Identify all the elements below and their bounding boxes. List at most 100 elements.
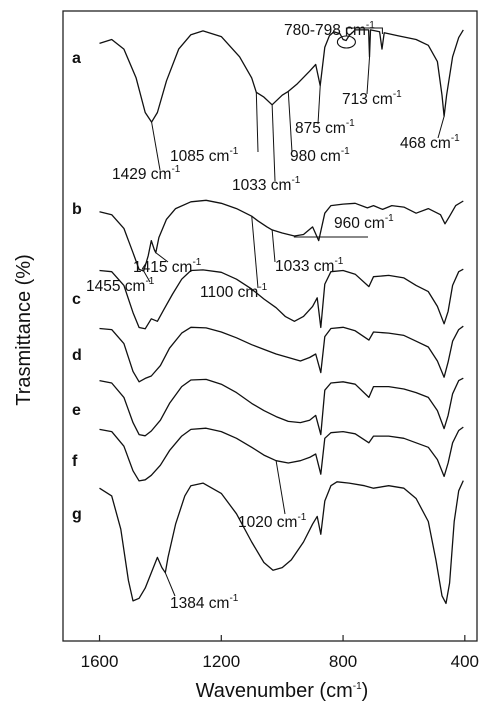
annotation-label-sup: -1 <box>393 89 402 100</box>
annotation-label-main: 1384 cm <box>170 595 229 612</box>
annotation-leader <box>251 216 259 289</box>
annotation-label-sup: -1 <box>229 146 238 157</box>
annotation-leader <box>271 104 276 182</box>
trace-label-b: b <box>72 201 82 218</box>
trace-label-d: d <box>72 347 82 364</box>
annotation-leader <box>293 236 368 238</box>
trace-f <box>99 426 464 482</box>
annotation-label-sup: -1 <box>334 256 343 267</box>
annotation-label-main: 713 cm <box>342 91 393 108</box>
annotation-a-7: 468 cm-1 <box>400 116 460 152</box>
annotation-b-11: 1033 cm-1 <box>271 229 344 275</box>
x-axis-ticks: 1600 1200 800 400 <box>81 635 479 671</box>
x-tick-label-1600: 1600 <box>81 652 119 671</box>
annotation-leader <box>151 121 161 171</box>
annotation-label: 468 cm-1 <box>400 133 460 152</box>
trace-a <box>99 29 464 123</box>
annotation-label: 1020 cm-1 <box>238 512 307 531</box>
trace-label-e: e <box>72 402 81 419</box>
y-axis-title: Trasmittance (%) <box>13 254 35 406</box>
annotation-label: 875 cm-1 <box>295 118 355 137</box>
annotation-leader <box>164 572 176 597</box>
x-tick-label-1200: 1200 <box>202 652 240 671</box>
annotation-label: 1384 cm-1 <box>170 593 239 612</box>
annotation-label: 1415 cm-1 <box>133 257 202 276</box>
annotation-label: 1033 cm-1 <box>232 175 301 194</box>
annotation-leader <box>271 229 276 263</box>
annotation-label-main: 1455 cm <box>86 278 145 295</box>
annotation-leader <box>275 460 286 515</box>
trace-e <box>99 377 464 437</box>
annotation-b-12: 960 cm-1 <box>293 213 394 238</box>
annotation-b-8: 1455 cm-1 <box>86 270 155 295</box>
annotation-label-sup: -1 <box>385 213 394 224</box>
annotation-label-main: 1033 cm <box>275 258 334 275</box>
annotation-label-sup: -1 <box>451 133 460 144</box>
x-tick-label-400: 400 <box>451 652 479 671</box>
annotation-a-0: 1429 cm-1 <box>112 121 181 183</box>
annotation-leader <box>366 56 371 95</box>
trace-label-c: c <box>72 291 81 308</box>
annotation-label-sup: -1 <box>145 276 154 287</box>
x-axis-title-main: Wavenumber (cm <box>196 680 353 702</box>
trace-label-g: g <box>72 506 82 523</box>
annotation-label-main: 1429 cm <box>112 166 171 183</box>
annotation-b-9: 1415 cm-1 <box>133 252 202 276</box>
annotation-leader <box>317 85 321 125</box>
plot-frame <box>62 10 478 642</box>
trace-b <box>99 199 464 272</box>
annotation-label-sup: -1 <box>291 175 300 186</box>
annotation-label-main: 1085 cm <box>170 148 229 165</box>
annotation-label: 1033 cm-1 <box>275 256 344 275</box>
x-tick-label-800: 800 <box>329 652 357 671</box>
annotation-label-sup: -1 <box>192 257 201 268</box>
annotation-a-4: 875 cm-1 <box>295 85 355 137</box>
annotation-label: 1429 cm-1 <box>112 164 181 183</box>
annotation-label-main: 980 cm <box>290 148 341 165</box>
annotation-a-1: 1085 cm-1 <box>170 92 259 165</box>
annotation-leader <box>287 91 293 153</box>
annotation-label-sup: -1 <box>346 118 355 129</box>
annotation-label: 713 cm-1 <box>342 89 402 108</box>
annotation-label-main: 1020 cm <box>238 514 297 531</box>
trace-label-a: a <box>72 50 81 67</box>
annotation-label-main: 1100 cm <box>200 284 258 301</box>
annotation-label-sup: -1 <box>297 512 306 523</box>
trace-c <box>99 268 464 330</box>
annotation-label: 1100 cm-1 <box>200 282 268 301</box>
trace-g <box>99 480 464 605</box>
annotation-f-13: 1020 cm-1 <box>238 460 307 531</box>
trace-d <box>99 325 464 383</box>
annotation-a-6: 713 cm-1 <box>342 56 402 108</box>
annotation-label-main: 960 cm <box>334 215 385 232</box>
annotation-label-sup: -1 <box>258 282 267 293</box>
annotation-a-5: 780-798 cm-1 <box>284 20 383 49</box>
annotation-label-main: 1415 cm <box>133 259 192 276</box>
annotation-a-3: 980 cm-1 <box>287 91 350 165</box>
annotation-label-sup: -1 <box>229 593 238 604</box>
annotation-leader <box>437 116 445 139</box>
annotation-label-main: 468 cm <box>400 135 451 152</box>
trace-label-f: f <box>72 453 78 470</box>
annotation-label-sup: -1 <box>341 146 350 157</box>
annotation-label-sup: -1 <box>171 164 180 175</box>
x-axis-title: Wavenumber (cm-1) <box>196 680 369 702</box>
annotation-leader <box>155 252 169 263</box>
x-axis-title-sup: -1 <box>353 681 362 692</box>
spectra-traces <box>99 29 464 605</box>
annotation-label-main: 1033 cm <box>232 177 291 194</box>
annotation-leader <box>143 270 151 283</box>
annotation-g-14: 1384 cm-1 <box>164 572 239 612</box>
trace-letters: a b c d e f g <box>72 50 82 523</box>
annotation-label: 980 cm-1 <box>290 146 350 165</box>
annotation-label: 1085 cm-1 <box>170 146 239 165</box>
annotation-label: 960 cm-1 <box>334 213 394 232</box>
annotation-label-main: 875 cm <box>295 120 346 137</box>
annotation-label: 780-798 cm-1 <box>284 20 375 39</box>
annotation-leader <box>255 92 259 153</box>
annotation-leader <box>345 27 383 36</box>
annotation-label: 1455 cm-1 <box>86 276 155 295</box>
annotation-b-10: 1100 cm-1 <box>200 216 268 301</box>
